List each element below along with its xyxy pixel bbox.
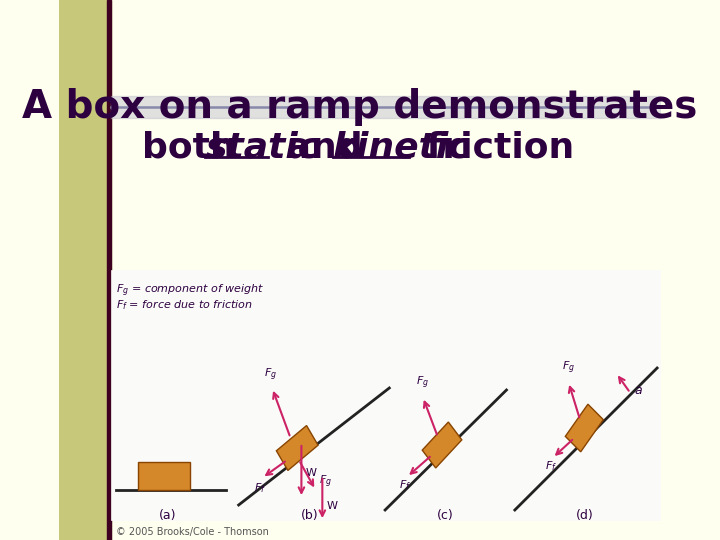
Text: friction: friction <box>415 131 575 165</box>
Text: A box on a ramp demonstrates: A box on a ramp demonstrates <box>22 88 698 126</box>
Text: both: both <box>143 131 249 165</box>
Text: a: a <box>634 383 642 396</box>
Text: (d): (d) <box>575 509 593 522</box>
Bar <box>107 0 111 540</box>
Text: $F_f$ = force due to friction: $F_f$ = force due to friction <box>116 298 253 312</box>
Bar <box>138 462 190 490</box>
Text: $F_f$: $F_f$ <box>545 459 557 473</box>
Text: © 2005 Brooks/Cole - Thomson: © 2005 Brooks/Cole - Thomson <box>116 527 269 537</box>
Text: $F_f$: $F_f$ <box>399 478 411 492</box>
Bar <box>59 0 111 540</box>
Text: static: static <box>205 131 319 165</box>
Text: W: W <box>305 468 317 478</box>
Text: $F_g$: $F_g$ <box>416 375 429 391</box>
Text: and: and <box>274 131 375 165</box>
Text: $F_g$: $F_g$ <box>264 367 277 383</box>
Text: $F_g$ = component of weight: $F_g$ = component of weight <box>116 283 264 299</box>
Bar <box>111 270 661 520</box>
Text: (a): (a) <box>158 509 176 522</box>
Text: $F_g$: $F_g$ <box>562 360 575 376</box>
Polygon shape <box>276 426 318 470</box>
Text: W: W <box>327 501 338 511</box>
Text: kinetic: kinetic <box>333 131 471 165</box>
Text: (c): (c) <box>437 509 454 522</box>
Polygon shape <box>565 404 603 452</box>
Text: $F_g$: $F_g$ <box>319 474 332 490</box>
Text: (b): (b) <box>301 509 318 522</box>
Polygon shape <box>422 422 462 468</box>
Bar <box>111 96 661 118</box>
Text: $F_f$: $F_f$ <box>253 481 266 495</box>
